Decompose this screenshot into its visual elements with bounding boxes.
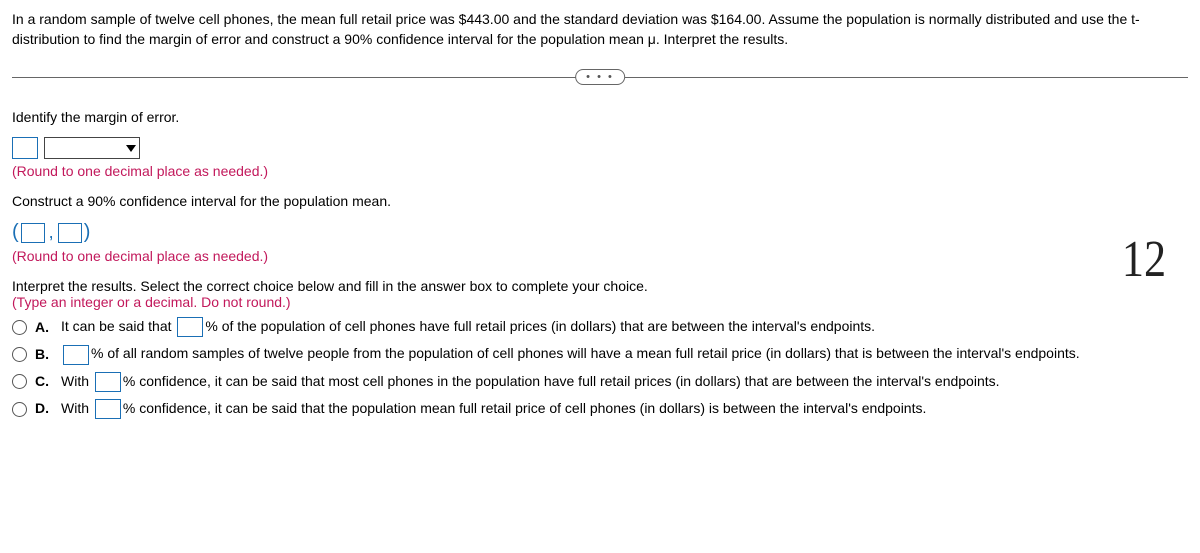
- choice-d-text: With % confidence, it can be said that t…: [61, 399, 926, 419]
- moe-input-row: [12, 137, 1188, 159]
- open-paren: (: [12, 221, 19, 244]
- choice-c-row: C. With % confidence, it can be said tha…: [12, 372, 1188, 392]
- moe-prompt: Identify the margin of error.: [12, 109, 1188, 125]
- choice-b-letter: B.: [35, 345, 53, 365]
- choice-a-radio[interactable]: [12, 320, 27, 335]
- choice-b-text: % of all random samples of twelve people…: [61, 344, 1080, 364]
- moe-unit-dropdown[interactable]: [44, 137, 140, 159]
- choice-a-pre: It can be said that: [61, 318, 175, 334]
- choice-a-letter: A.: [35, 318, 53, 338]
- choices-group: A. It can be said that % of the populati…: [12, 317, 1188, 419]
- handwritten-annotation: 12: [1122, 230, 1166, 289]
- ci-lower-input[interactable]: [21, 223, 45, 243]
- choice-b-post: % of all random samples of twelve people…: [91, 345, 1080, 361]
- choice-c-input[interactable]: [95, 372, 121, 392]
- moe-value-input[interactable]: [12, 137, 38, 159]
- ci-round-hint: (Round to one decimal place as needed.): [12, 248, 1188, 264]
- question-text: In a random sample of twelve cell phones…: [12, 10, 1188, 49]
- choice-d-row: D. With % confidence, it can be said tha…: [12, 399, 1188, 419]
- choice-b-radio[interactable]: [12, 347, 27, 362]
- choice-c-post: % confidence, it can be said that most c…: [123, 373, 1000, 389]
- choice-a-text: It can be said that % of the population …: [61, 317, 875, 337]
- close-paren: ): [84, 221, 91, 244]
- ci-upper-input[interactable]: [58, 223, 82, 243]
- ci-prompt: Construct a 90% confidence interval for …: [12, 193, 1188, 209]
- interpret-prompt: Interpret the results. Select the correc…: [12, 278, 1188, 294]
- type-hint: (Type an integer or a decimal. Do not ro…: [12, 294, 1188, 310]
- moe-section: Identify the margin of error. (Round to …: [12, 109, 1188, 419]
- choice-a-post: % of the population of cell phones have …: [205, 318, 875, 334]
- choice-a-row: A. It can be said that % of the populati…: [12, 317, 1188, 337]
- choice-b-row: B. % of all random samples of twelve peo…: [12, 344, 1188, 364]
- choice-c-text: With % confidence, it can be said that m…: [61, 372, 1000, 392]
- choice-d-post: % confidence, it can be said that the po…: [123, 400, 926, 416]
- choice-c-radio[interactable]: [12, 374, 27, 389]
- ci-comma: ,: [47, 222, 56, 243]
- choice-a-input[interactable]: [177, 317, 203, 337]
- ci-input-row: ( , ): [12, 221, 1188, 244]
- choice-d-radio[interactable]: [12, 402, 27, 417]
- expand-button[interactable]: • • •: [575, 69, 625, 85]
- moe-round-hint: (Round to one decimal place as needed.): [12, 163, 1188, 179]
- choice-d-letter: D.: [35, 399, 53, 419]
- chevron-down-icon: [126, 145, 136, 152]
- expand-divider: • • •: [12, 67, 1188, 87]
- choice-d-input[interactable]: [95, 399, 121, 419]
- choice-c-pre: With: [61, 373, 93, 389]
- choice-b-input[interactable]: [63, 345, 89, 365]
- choice-d-pre: With: [61, 400, 93, 416]
- choice-c-letter: C.: [35, 372, 53, 392]
